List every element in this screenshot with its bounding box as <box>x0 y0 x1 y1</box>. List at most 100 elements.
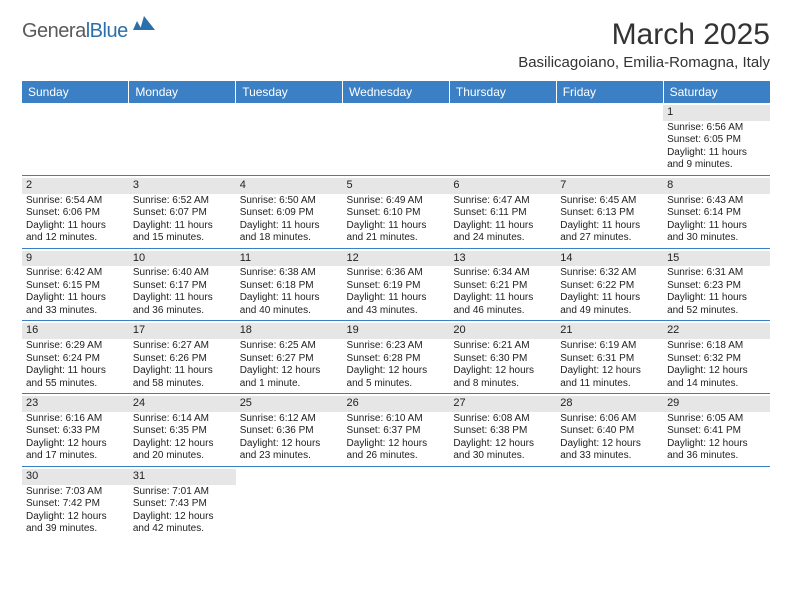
daylight-line: and 39 minutes. <box>26 523 125 536</box>
daylight-line: and 5 minutes. <box>347 378 446 391</box>
sunset-line: Sunset: 7:43 PM <box>133 498 232 511</box>
calendar-cell: 3Sunrise: 6:52 AMSunset: 6:07 PMDaylight… <box>129 175 236 248</box>
day-number: 30 <box>22 469 129 485</box>
daylight-line: Daylight: 11 hours <box>26 365 125 378</box>
calendar-cell: 1Sunrise: 6:56 AMSunset: 6:05 PMDaylight… <box>663 103 770 175</box>
daylight-line: and 24 minutes. <box>453 232 552 245</box>
daylight-line: and 21 minutes. <box>347 232 446 245</box>
sunrise-line: Sunrise: 6:56 AM <box>667 122 766 135</box>
daylight-line: and 36 minutes. <box>133 305 232 318</box>
sunrise-line: Sunrise: 6:54 AM <box>26 195 125 208</box>
daylight-line: and 49 minutes. <box>560 305 659 318</box>
day-number: 5 <box>343 178 450 194</box>
sunrise-line: Sunrise: 6:31 AM <box>667 267 766 280</box>
calendar-cell: 29Sunrise: 6:05 AMSunset: 6:41 PMDayligh… <box>663 394 770 467</box>
sunset-line: Sunset: 6:35 PM <box>133 425 232 438</box>
daylight-line: Daylight: 11 hours <box>240 220 339 233</box>
day-number: 7 <box>556 178 663 194</box>
calendar-cell: 18Sunrise: 6:25 AMSunset: 6:27 PMDayligh… <box>236 321 343 394</box>
day-header: Thursday <box>449 81 556 103</box>
daylight-line: and 26 minutes. <box>347 450 446 463</box>
daylight-line: and 52 minutes. <box>667 305 766 318</box>
calendar-cell <box>22 103 129 175</box>
sunset-line: Sunset: 6:06 PM <box>26 207 125 220</box>
day-header: Sunday <box>22 81 129 103</box>
calendar-cell: 12Sunrise: 6:36 AMSunset: 6:19 PMDayligh… <box>343 248 450 321</box>
daylight-line: Daylight: 12 hours <box>240 438 339 451</box>
day-number: 22 <box>663 323 770 339</box>
daylight-line: and 14 minutes. <box>667 378 766 391</box>
month-title: March 2025 <box>518 18 770 52</box>
daylight-line: and 17 minutes. <box>26 450 125 463</box>
sunrise-line: Sunrise: 6:12 AM <box>240 413 339 426</box>
sunset-line: Sunset: 6:05 PM <box>667 134 766 147</box>
sunrise-line: Sunrise: 6:23 AM <box>347 340 446 353</box>
daylight-line: and 30 minutes. <box>667 232 766 245</box>
day-number: 28 <box>556 396 663 412</box>
calendar-cell: 21Sunrise: 6:19 AMSunset: 6:31 PMDayligh… <box>556 321 663 394</box>
sunset-line: Sunset: 6:22 PM <box>560 280 659 293</box>
daylight-line: Daylight: 12 hours <box>347 438 446 451</box>
day-number: 29 <box>663 396 770 412</box>
day-number: 18 <box>236 323 343 339</box>
daylight-line: and 42 minutes. <box>133 523 232 536</box>
daylight-line: Daylight: 11 hours <box>667 220 766 233</box>
daylight-line: and 18 minutes. <box>240 232 339 245</box>
calendar-cell: 20Sunrise: 6:21 AMSunset: 6:30 PMDayligh… <box>449 321 556 394</box>
sunset-line: Sunset: 6:24 PM <box>26 353 125 366</box>
sunset-line: Sunset: 6:37 PM <box>347 425 446 438</box>
day-number: 3 <box>129 178 236 194</box>
day-number: 13 <box>449 251 556 267</box>
daylight-line: Daylight: 12 hours <box>667 438 766 451</box>
day-number: 25 <box>236 396 343 412</box>
page: GeneralBlue March 2025 Basilicagoiano, E… <box>0 0 792 557</box>
title-block: March 2025 Basilicagoiano, Emilia-Romagn… <box>518 18 770 75</box>
calendar-cell: 31Sunrise: 7:01 AMSunset: 7:43 PMDayligh… <box>129 466 236 538</box>
sunset-line: Sunset: 6:27 PM <box>240 353 339 366</box>
daylight-line: and 58 minutes. <box>133 378 232 391</box>
sunset-line: Sunset: 6:17 PM <box>133 280 232 293</box>
sunrise-line: Sunrise: 6:16 AM <box>26 413 125 426</box>
sunrise-line: Sunrise: 6:50 AM <box>240 195 339 208</box>
daylight-line: and 12 minutes. <box>26 232 125 245</box>
daylight-line: Daylight: 11 hours <box>347 220 446 233</box>
sunset-line: Sunset: 6:26 PM <box>133 353 232 366</box>
day-number: 17 <box>129 323 236 339</box>
day-number: 15 <box>663 251 770 267</box>
daylight-line: and 33 minutes. <box>26 305 125 318</box>
daylight-line: and 9 minutes. <box>667 159 766 172</box>
calendar-cell <box>236 103 343 175</box>
daylight-line: and 30 minutes. <box>453 450 552 463</box>
daylight-line: and 33 minutes. <box>560 450 659 463</box>
daylight-line: Daylight: 11 hours <box>667 292 766 305</box>
daylight-line: Daylight: 11 hours <box>453 292 552 305</box>
day-number: 4 <box>236 178 343 194</box>
daylight-line: and 8 minutes. <box>453 378 552 391</box>
sunrise-line: Sunrise: 6:38 AM <box>240 267 339 280</box>
sunrise-line: Sunrise: 6:47 AM <box>453 195 552 208</box>
calendar-cell: 24Sunrise: 6:14 AMSunset: 6:35 PMDayligh… <box>129 394 236 467</box>
sunrise-line: Sunrise: 6:10 AM <box>347 413 446 426</box>
sunrise-line: Sunrise: 6:36 AM <box>347 267 446 280</box>
sunset-line: Sunset: 6:21 PM <box>453 280 552 293</box>
daylight-line: Daylight: 11 hours <box>240 292 339 305</box>
sunrise-line: Sunrise: 6:18 AM <box>667 340 766 353</box>
sunrise-line: Sunrise: 6:29 AM <box>26 340 125 353</box>
daylight-line: Daylight: 11 hours <box>26 292 125 305</box>
sunrise-line: Sunrise: 6:27 AM <box>133 340 232 353</box>
day-header: Tuesday <box>236 81 343 103</box>
calendar-cell: 6Sunrise: 6:47 AMSunset: 6:11 PMDaylight… <box>449 175 556 248</box>
day-header: Monday <box>129 81 236 103</box>
day-number: 14 <box>556 251 663 267</box>
daylight-line: Daylight: 12 hours <box>667 365 766 378</box>
day-number: 1 <box>663 105 770 121</box>
day-number: 23 <box>22 396 129 412</box>
sunset-line: Sunset: 6:33 PM <box>26 425 125 438</box>
sunset-line: Sunset: 7:42 PM <box>26 498 125 511</box>
calendar-cell <box>343 466 450 538</box>
calendar-cell: 13Sunrise: 6:34 AMSunset: 6:21 PMDayligh… <box>449 248 556 321</box>
day-number: 2 <box>22 178 129 194</box>
daylight-line: and 23 minutes. <box>240 450 339 463</box>
sunrise-line: Sunrise: 6:25 AM <box>240 340 339 353</box>
calendar-cell: 25Sunrise: 6:12 AMSunset: 6:36 PMDayligh… <box>236 394 343 467</box>
